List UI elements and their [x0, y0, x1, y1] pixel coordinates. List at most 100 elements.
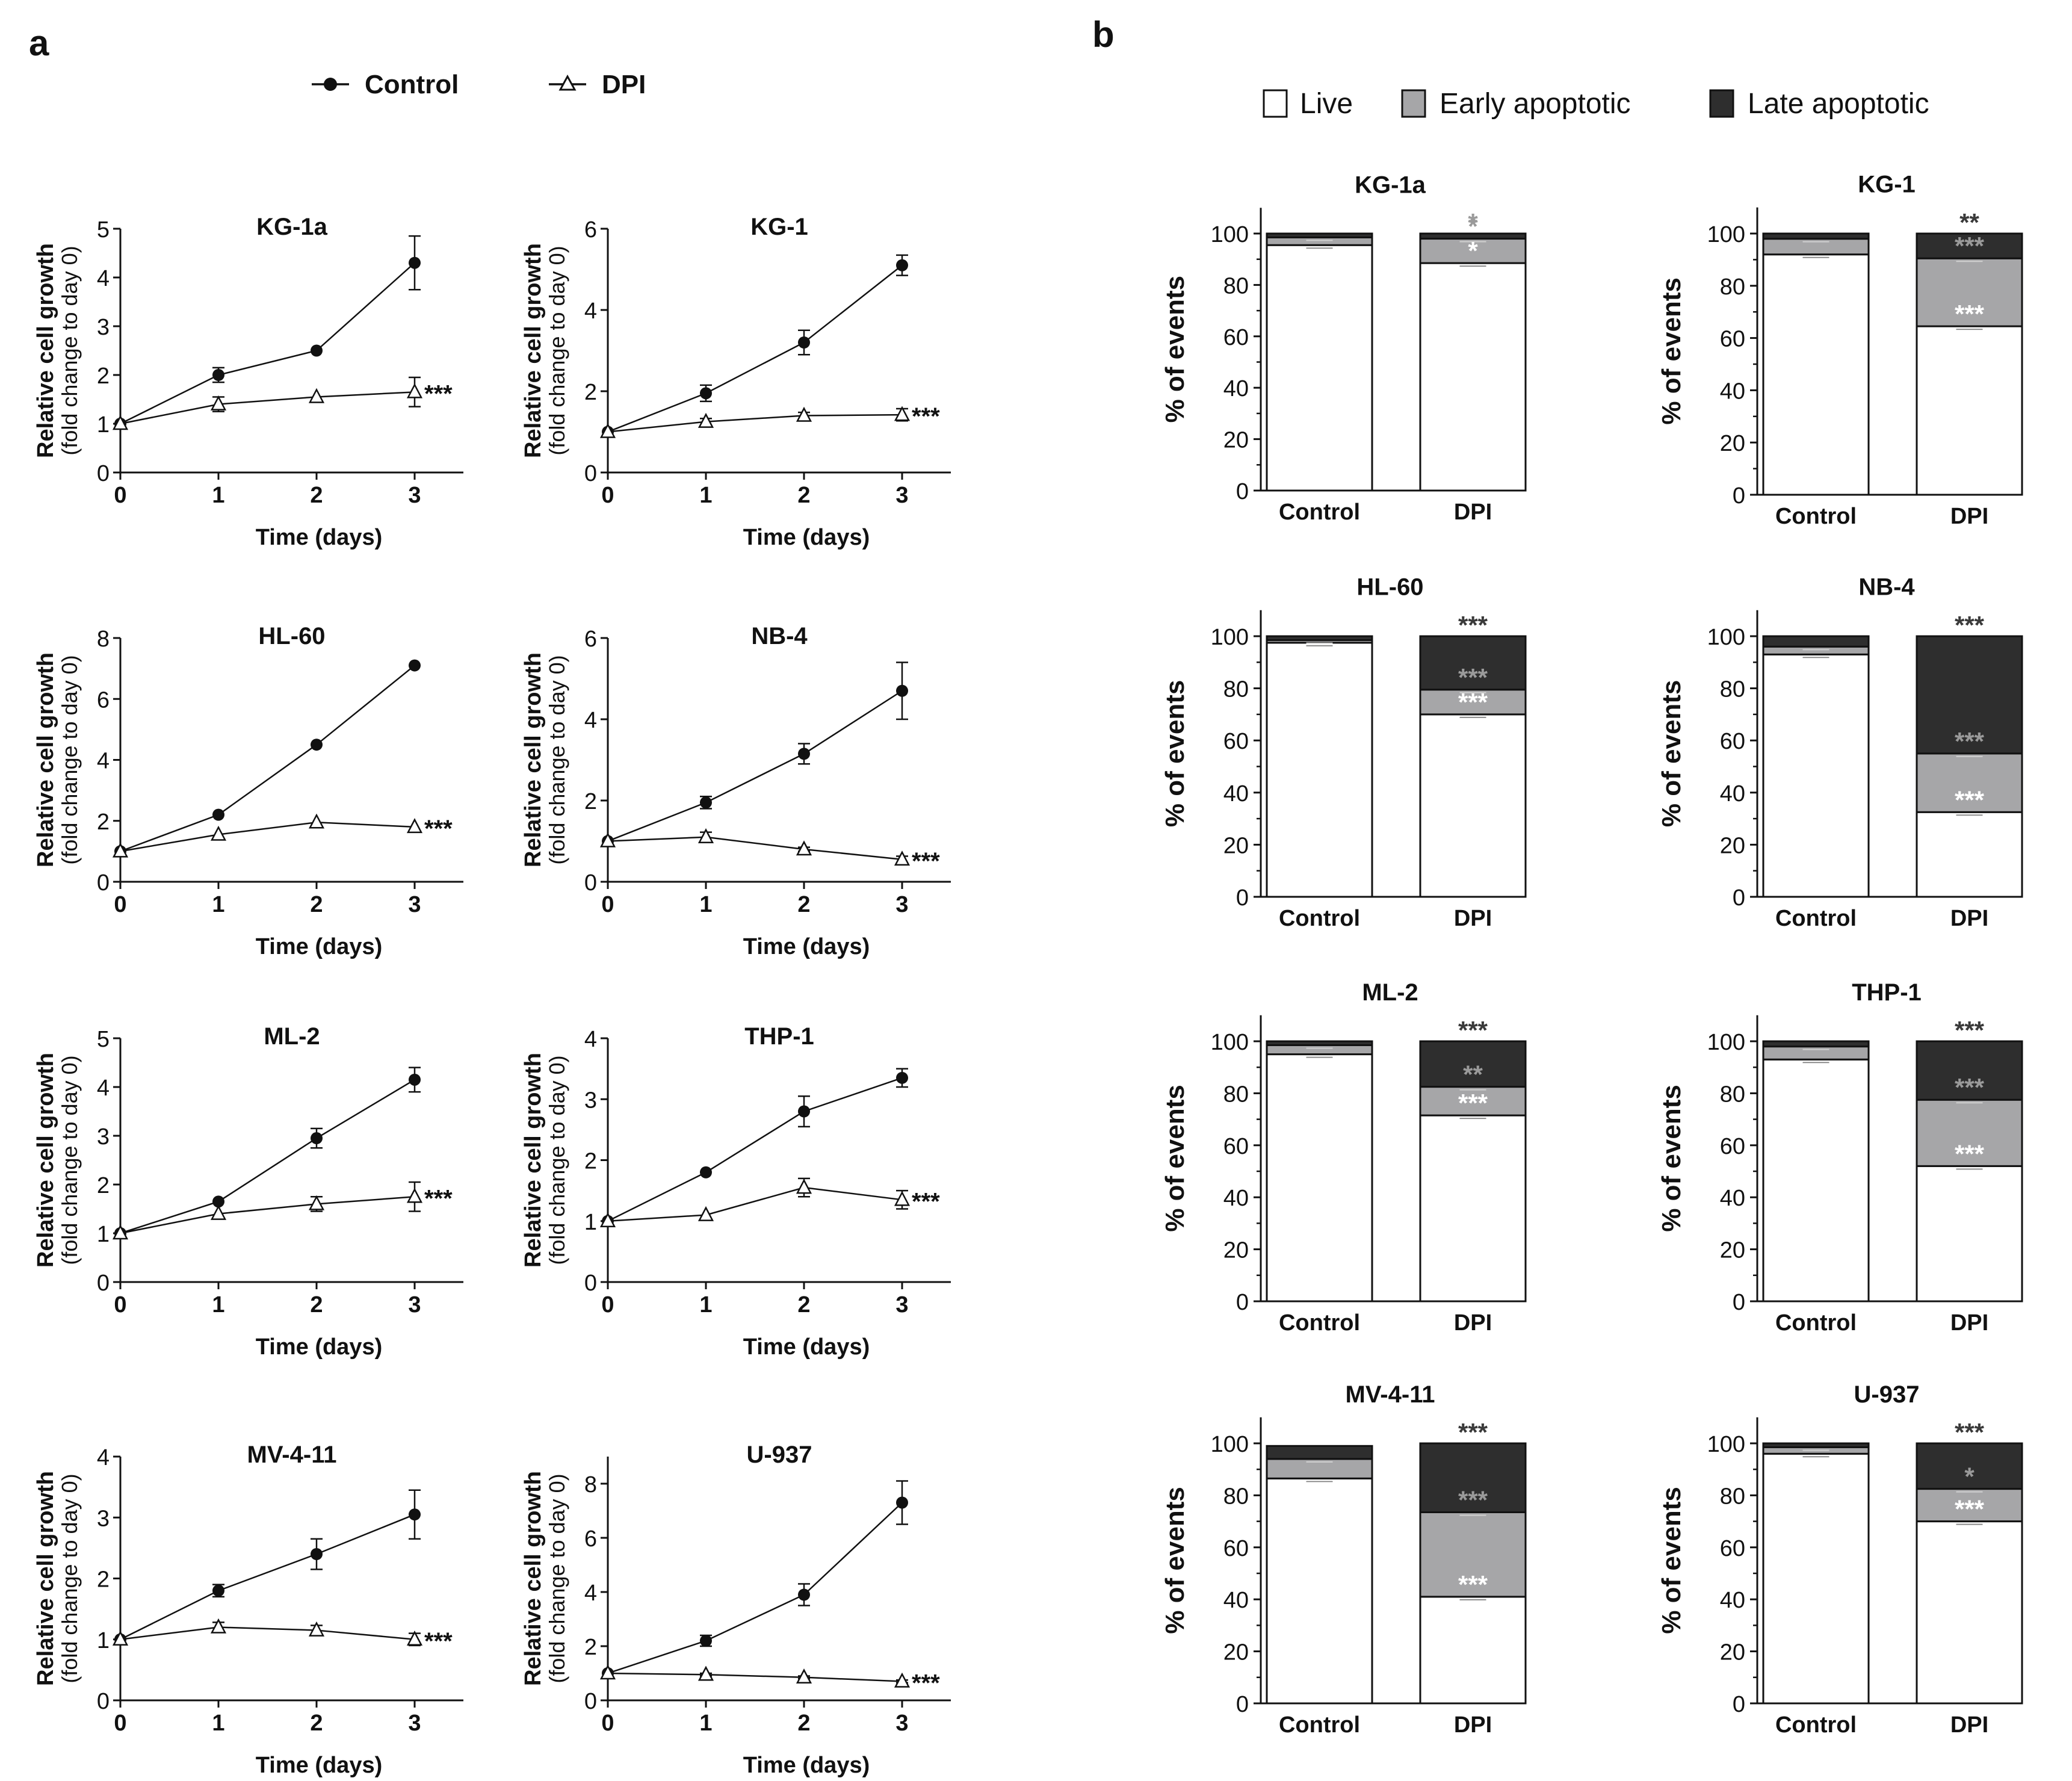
x-axis-label: Time (days) [256, 525, 382, 550]
y-tick-label: 3 [97, 315, 110, 340]
y-tick-label: 80 [1223, 677, 1249, 702]
bar-segment-early [1266, 236, 1373, 246]
bar-segment-live [1916, 1520, 2023, 1705]
y-axis-label: Relative cell growth [521, 652, 546, 867]
dpi-point [112, 1631, 129, 1646]
bar-segment-live [1419, 1114, 1527, 1302]
control-point [409, 1073, 421, 1086]
x-tick-label: 1 [212, 892, 224, 917]
x-tick-label: 3 [895, 892, 908, 917]
y-tick-label: 0 [584, 1689, 597, 1714]
y-tick-label: 60 [1720, 327, 1745, 352]
y-tick-label: 60 [1223, 729, 1249, 754]
significance-early: * [1964, 1463, 1975, 1491]
y-tick-label: 6 [584, 217, 597, 243]
x-axis-label: Time (days) [256, 1334, 382, 1360]
y-tick-label: 0 [1733, 1290, 1745, 1315]
bar-segment-live [1916, 811, 2023, 898]
charts: KG-1a 0 1 2 3 4 5 0 1 2 3 Time (days) Relative cell … [33, 172, 2023, 1778]
panel-label-a: a [29, 23, 49, 63]
chart-title: THP-1 [1852, 979, 1922, 1006]
control-point [700, 387, 712, 400]
dpi-point [599, 832, 616, 847]
y-tick-label: 0 [1733, 483, 1745, 509]
significance-live: *** [1458, 1089, 1488, 1117]
legend-live-label: Live [1300, 88, 1353, 120]
y-tick-label: 1 [97, 1222, 110, 1247]
control-point [212, 1195, 224, 1208]
y-axis-sublabel: (fold change to day 0) [545, 1055, 569, 1265]
control-point [212, 808, 224, 821]
x-tick-label: 3 [895, 1292, 908, 1318]
significance-late: *** [1458, 1418, 1488, 1446]
control-point [409, 659, 421, 672]
dpi-point [112, 1224, 129, 1240]
y-tick-label: 80 [1223, 1484, 1249, 1509]
y-tick-label: 80 [1720, 1082, 1745, 1107]
bar-segment-live [1762, 1058, 1870, 1302]
control-point [798, 336, 810, 348]
legend-live-swatch [1263, 89, 1288, 118]
bar-segment-late [1916, 232, 2023, 259]
x-tick-label: Control [1775, 906, 1857, 931]
chart-title: MV-4-11 [1346, 1381, 1435, 1408]
x-tick-label: 2 [310, 483, 323, 508]
significance-late: *** [1955, 1418, 1985, 1446]
dpi-point [210, 395, 227, 410]
bar-chart-hl-60: HL-60 0 20 40 60 80 100 % of events Control DPI **… [1160, 574, 1527, 931]
y-tick-label: 0 [584, 461, 597, 486]
y-axis-label: Relative cell growth [521, 243, 546, 458]
y-tick-label: 40 [1720, 1186, 1745, 1211]
y-axis-label: Relative cell growth [33, 243, 58, 458]
x-axis-label: Time (days) [256, 1753, 382, 1778]
bar-segment-late [1762, 1040, 1870, 1048]
y-tick-label: 100 [1211, 1030, 1249, 1055]
dpi-point [308, 1621, 325, 1637]
control-point [896, 259, 908, 271]
y-tick-label: 40 [1223, 781, 1249, 807]
y-tick-label: 0 [1236, 1290, 1249, 1315]
y-tick-label: 60 [1223, 325, 1249, 350]
y-tick-label: 20 [1720, 1238, 1745, 1263]
legend-a: Control DPI [312, 70, 646, 99]
significance-late: *** [1955, 1016, 1985, 1044]
y-tick-label: 40 [1720, 1588, 1745, 1613]
significance-live: *** [1955, 1495, 1985, 1523]
control-point [311, 739, 323, 751]
y-tick-label: 3 [97, 1124, 110, 1150]
dpi-point [796, 1179, 812, 1194]
x-tick-label: 0 [114, 483, 126, 508]
significance-early: * [1468, 212, 1478, 241]
control-point [311, 1548, 323, 1560]
significance-live: *** [1955, 1139, 1985, 1168]
x-tick-label: 3 [408, 1292, 421, 1318]
chart-title: KG-1a [256, 214, 328, 240]
chart-title: U-937 [747, 1442, 812, 1468]
dpi-series-line [607, 836, 903, 861]
y-tick-label: 4 [97, 1076, 110, 1101]
control-point [798, 1105, 810, 1118]
y-tick-label: 8 [97, 627, 110, 652]
line-chart-hl-60: HL-60 0 2 4 6 8 0 1 2 3 Time (days) Relative cell g… [33, 623, 463, 959]
dpi-series-line [120, 1626, 415, 1640]
chart-title: MV-4-11 [247, 1442, 337, 1468]
control-series-line [120, 664, 415, 852]
x-tick-label: 1 [212, 483, 224, 508]
bar-segment-live [1266, 642, 1373, 898]
control-point [896, 684, 908, 697]
y-tick-label: 4 [97, 749, 110, 774]
significance-late: *** [1458, 611, 1488, 639]
y-axis-label: Relative cell growth [33, 652, 58, 867]
y-tick-label: 80 [1223, 1082, 1249, 1107]
bar-segment-live [1762, 253, 1870, 496]
bar-segment-live [1419, 1596, 1527, 1705]
control-point [311, 344, 323, 357]
legend-dpi-marker [558, 74, 577, 91]
dpi-series-line [607, 1186, 903, 1222]
dpi-point [406, 383, 423, 398]
dpi-point [308, 813, 325, 829]
bar-segment-early [1762, 238, 1870, 256]
bar-segment-early [1762, 645, 1870, 655]
x-tick-label: 2 [310, 1292, 323, 1318]
